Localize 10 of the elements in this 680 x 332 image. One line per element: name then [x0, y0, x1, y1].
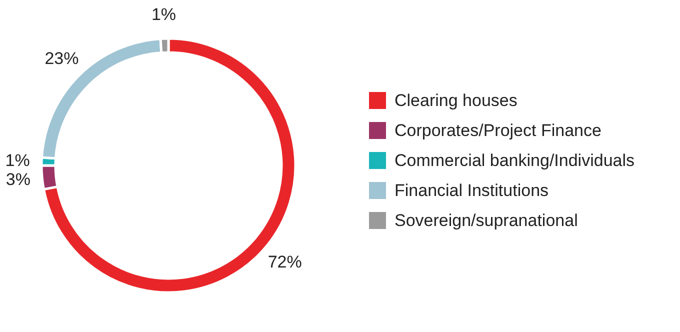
data-label: 1% [151, 5, 176, 24]
data-label: 72% [268, 252, 302, 272]
legend-label: Sovereign/supranational [394, 211, 578, 230]
data-label: 23% [44, 49, 79, 68]
legend-label: Financial Institutions [394, 181, 549, 200]
legend-label: Corporates/Project Finance [394, 121, 602, 140]
data-label: 3% [6, 170, 30, 190]
legend-label: Clearing houses [394, 91, 518, 110]
data-label: 1% [5, 151, 30, 170]
legend-label: Commercial banking/Individuals [394, 151, 635, 170]
